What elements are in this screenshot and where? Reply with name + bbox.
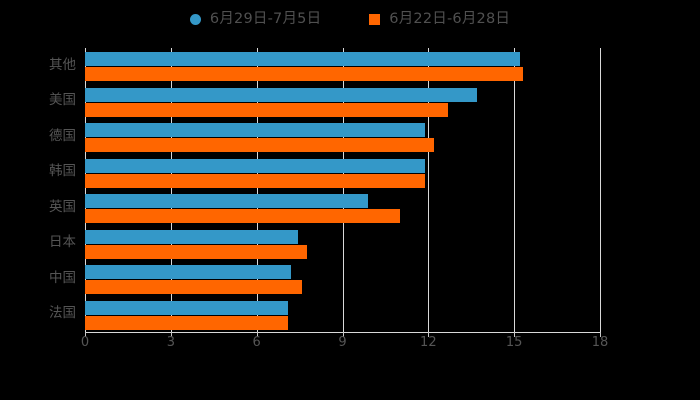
y-axis-label: 德国 [49, 127, 76, 144]
bar-group [85, 87, 600, 120]
y-axis-label: 中国 [49, 269, 76, 286]
x-axis-tick-mark [342, 332, 344, 337]
x-axis-tick-label: 18 [591, 335, 609, 350]
bar[interactable] [85, 229, 299, 244]
bar[interactable] [85, 173, 426, 188]
legend-marker-circle-icon [189, 13, 201, 25]
gridline-3 [170, 48, 172, 332]
bar[interactable] [85, 52, 520, 66]
bar[interactable] [85, 102, 449, 117]
bar[interactable] [85, 315, 289, 330]
gridline-12 [428, 48, 430, 332]
bar-group [85, 265, 600, 297]
y-axis-label: 韩国 [49, 163, 76, 180]
x-axis-tick-mark [170, 332, 172, 337]
bar[interactable] [85, 300, 289, 315]
bar-group [85, 52, 600, 84]
bar-group [85, 229, 600, 262]
bar-group [85, 158, 600, 191]
bar[interactable] [85, 138, 435, 152]
bar[interactable] [85, 194, 369, 208]
bar-group [85, 300, 600, 333]
x-axis-tick-label: 6 [252, 335, 261, 350]
x-axis-tick-label: 0 [80, 335, 90, 350]
y-axis-label: 其他 [49, 56, 76, 73]
bar[interactable] [85, 265, 291, 279]
x-axis-tick-label: 9 [338, 335, 347, 350]
bar[interactable] [85, 244, 307, 259]
chart-legend: 6月29日-7月5日 6月22日-6月28日 [0, 6, 700, 32]
bar[interactable] [85, 123, 426, 137]
gridline-6 [256, 48, 258, 332]
x-axis-tick-mark [514, 332, 516, 337]
bar[interactable] [85, 67, 523, 81]
x-axis-tick-label: 15 [505, 335, 523, 350]
bar[interactable] [85, 87, 477, 102]
legend-item-series-2[interactable]: 6月22日-6月28日 [369, 12, 510, 27]
bar[interactable] [85, 158, 426, 173]
gridline-15 [514, 48, 516, 332]
gridline-18 [600, 48, 601, 332]
x-axis-tick-label: 12 [420, 335, 437, 350]
legend-marker-square-icon [369, 13, 381, 25]
legend-label-series-2: 6月22日-6月28日 [389, 10, 511, 27]
x-axis-tick-mark [600, 332, 601, 337]
x-axis-tick-label: 3 [166, 335, 175, 350]
y-axis-label: 英国 [49, 198, 76, 215]
legend-label-series-1: 6月29日-7月5日 [209, 10, 322, 27]
gridline-0 [85, 48, 86, 332]
bar-group [85, 194, 600, 226]
plot-area [85, 48, 601, 333]
bar[interactable] [85, 280, 303, 294]
x-axis-tick-mark [85, 332, 86, 337]
y-axis-label: 美国 [49, 92, 76, 109]
y-axis-label: 日本 [49, 234, 76, 251]
x-axis-tick-mark [256, 332, 258, 337]
bar-group [85, 123, 600, 155]
gridline-9 [342, 48, 344, 332]
x-axis-tick-mark [428, 332, 430, 337]
legend-item-series-1[interactable]: 6月29日-7月5日 [189, 10, 322, 27]
bar[interactable] [85, 209, 400, 223]
y-axis-label: 法国 [49, 305, 76, 322]
